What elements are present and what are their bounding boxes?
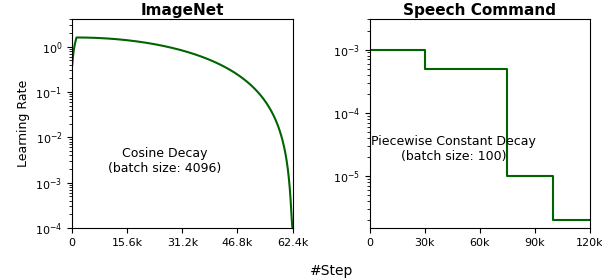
Text: Cosine Decay
(batch size: 4096): Cosine Decay (batch size: 4096) bbox=[108, 147, 222, 175]
Text: #Step: #Step bbox=[309, 264, 353, 278]
Title: ImageNet: ImageNet bbox=[141, 3, 224, 18]
Y-axis label: Learning Rate: Learning Rate bbox=[17, 80, 29, 167]
Text: Piecewise Constant Decay
(batch size: 100): Piecewise Constant Decay (batch size: 10… bbox=[371, 135, 536, 163]
Title: Speech Command: Speech Command bbox=[403, 3, 556, 18]
